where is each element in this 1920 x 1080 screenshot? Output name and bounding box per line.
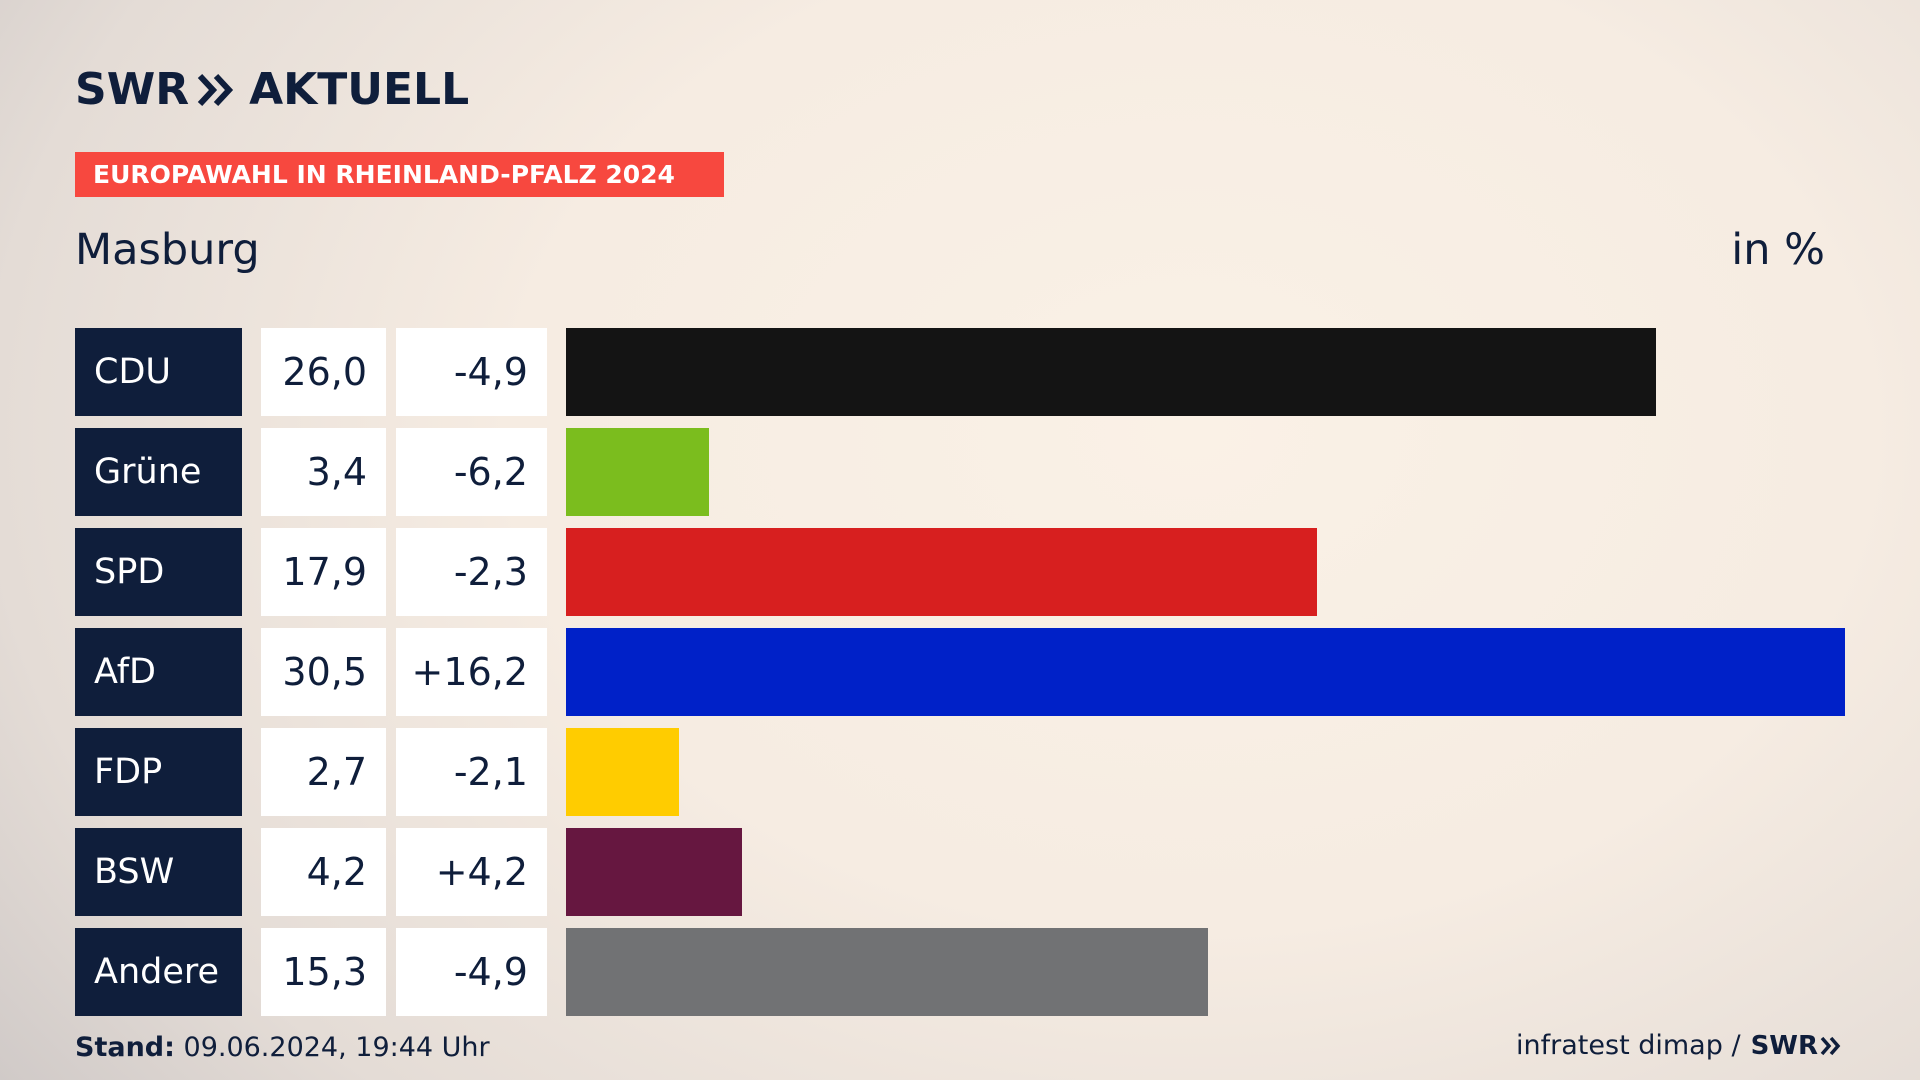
party-row: SPD 17,9 -2,3 — [75, 528, 1845, 616]
vote-share: 4,2 — [261, 828, 386, 916]
vote-change: -4,9 — [396, 928, 547, 1016]
election-banner: EUROPAWAHL IN RHEINLAND-PFALZ 2024 — [75, 152, 724, 197]
result-bar — [566, 628, 1845, 716]
party-label: AfD — [75, 628, 242, 716]
unit-label: in % — [1731, 225, 1825, 275]
result-bar — [566, 928, 1208, 1016]
timestamp: Stand: 09.06.2024, 19:44 Uhr — [75, 1030, 490, 1066]
party-label: SPD — [75, 528, 242, 616]
result-bar — [566, 528, 1317, 616]
vote-change: -2,1 — [396, 728, 547, 816]
footer-swr-text: SWR — [1750, 1031, 1818, 1061]
result-bar — [566, 728, 679, 816]
stand-label: Stand: — [75, 1032, 175, 1063]
vote-share: 3,4 — [261, 428, 386, 516]
double-chevron-icon — [197, 73, 234, 107]
party-label: CDU — [75, 328, 242, 416]
party-label: BSW — [75, 828, 242, 916]
logo-swr-text: SWR — [75, 64, 190, 115]
stand-value: 09.06.2024, 19:44 Uhr — [183, 1032, 490, 1063]
vote-change: +4,2 — [396, 828, 547, 916]
party-label: Andere — [75, 928, 242, 1016]
party-row: Andere 15,3 -4,9 — [75, 928, 1845, 1016]
vote-share: 30,5 — [261, 628, 386, 716]
vote-change: -2,3 — [396, 528, 547, 616]
vote-change: -4,9 — [396, 328, 547, 416]
source-credit: infratest dimap / SWR — [1516, 1028, 1842, 1064]
result-bar — [566, 328, 1656, 416]
party-row: FDP 2,7 -2,1 — [75, 728, 1845, 816]
footer-chevron-icon — [1820, 1036, 1841, 1056]
swr-aktuell-logo: SWR AKTUELL — [75, 64, 469, 116]
party-row: Grüne 3,4 -6,2 — [75, 428, 1845, 516]
party-row: AfD 30,5 +16,2 — [75, 628, 1845, 716]
vote-share: 15,3 — [261, 928, 386, 1016]
party-row: BSW 4,2 +4,2 — [75, 828, 1845, 916]
logo-aktuell-text: AKTUELL — [249, 64, 470, 115]
source-text: infratest dimap / — [1516, 1030, 1741, 1061]
vote-share: 17,9 — [261, 528, 386, 616]
party-label: FDP — [75, 728, 242, 816]
vote-share: 26,0 — [261, 328, 386, 416]
result-bar — [566, 428, 709, 516]
vote-change: -6,2 — [396, 428, 547, 516]
party-label: Grüne — [75, 428, 242, 516]
vote-share: 2,7 — [261, 728, 386, 816]
region-title: Masburg — [75, 225, 260, 275]
vote-change: +16,2 — [396, 628, 547, 716]
party-row: CDU 26,0 -4,9 — [75, 328, 1845, 416]
result-bar — [566, 828, 742, 916]
